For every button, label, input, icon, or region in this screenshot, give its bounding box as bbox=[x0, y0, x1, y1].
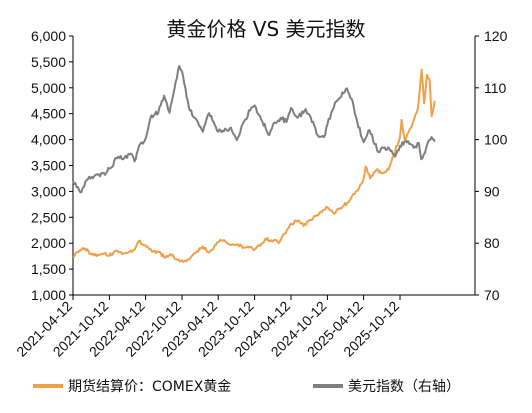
y-left-tick-label: 2,000 bbox=[31, 235, 66, 251]
chart-title: 黄金价格 VS 美元指数 bbox=[166, 17, 365, 41]
series-line-dxy bbox=[72, 65, 436, 194]
y-left-tick-label: 2,500 bbox=[31, 209, 66, 225]
y-left-tick-label: 3,500 bbox=[31, 158, 66, 174]
y-left-tick-label: 4,500 bbox=[31, 106, 66, 122]
y-right-tick-label: 90 bbox=[484, 183, 500, 199]
y-left-tick-label: 5,500 bbox=[31, 54, 66, 70]
series-layer bbox=[72, 65, 436, 264]
y-right-tick-label: 70 bbox=[484, 287, 500, 303]
y-left-tick-label: 4,000 bbox=[31, 132, 66, 148]
y-left-tick-label: 6,000 bbox=[31, 28, 66, 44]
y-left-tick-label: 1,000 bbox=[31, 287, 66, 303]
axes: 1,000 1,500 2,000 2,500 3,000 3,500 4,000 4,500… bbox=[13, 28, 507, 360]
y-left-tick-label: 3,000 bbox=[31, 183, 66, 199]
y-right-tick-label: 110 bbox=[484, 80, 507, 96]
series-line-gold bbox=[72, 68, 436, 264]
legend: 期货结算价：COMEX黄金 美元指数（右轴） bbox=[33, 378, 460, 395]
y-left-tick-label: 1,500 bbox=[31, 261, 66, 277]
legend-label-gold: 期货结算价：COMEX黄金 bbox=[68, 378, 231, 395]
legend-label-dxy: 美元指数（右轴） bbox=[348, 379, 460, 395]
y-right-tick-label: 120 bbox=[484, 28, 508, 44]
y-right-tick-label: 100 bbox=[484, 132, 508, 148]
y-left-tick-label: 5,000 bbox=[31, 80, 66, 96]
y-right-tick-label: 80 bbox=[484, 235, 500, 251]
